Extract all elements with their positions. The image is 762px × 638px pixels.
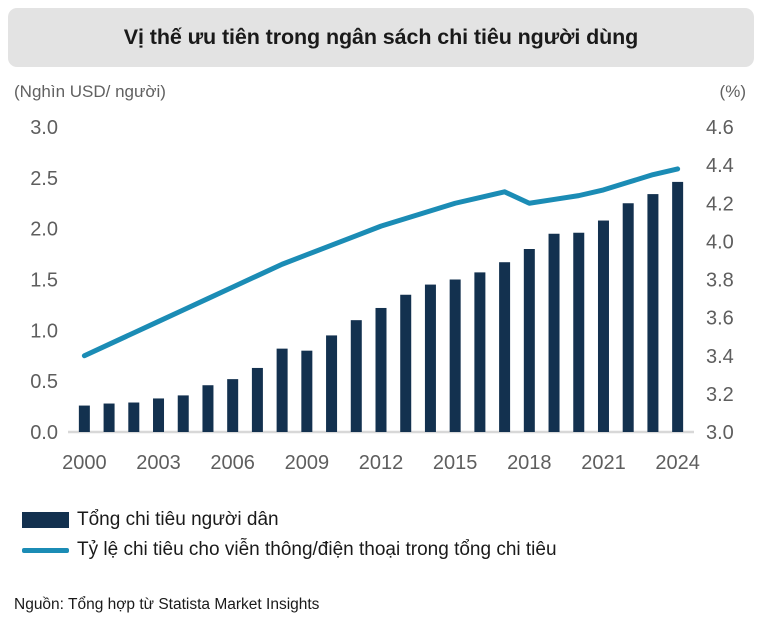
right-tick-3.0: 3.0 <box>706 422 734 444</box>
right-tick-3.6: 3.6 <box>706 308 734 330</box>
x-axis-tick-labels: 2000 2003 2006 2009 2012 2015 2018 2021 2024 <box>62 452 700 474</box>
chart-canvas: 0.0 0.5 1.0 1.5 2.0 2.5 3.0 3.0 3.2 3.4 3.6 3.8 4.0… <box>0 105 762 490</box>
chart-title-banner: Vị thế ưu tiên trong ngân sách chi tiêu … <box>8 8 754 67</box>
page-title: Vị thế ưu tiên trong ngân sách chi tiêu … <box>123 24 639 49</box>
bar-2009[interactable] <box>301 350 313 432</box>
bar-2019[interactable] <box>548 233 560 432</box>
left-tick-0.5: 0.5 <box>30 371 58 393</box>
chart-legend: Tổng chi tiêu người dân Tỷ lệ chi tiêu c… <box>22 505 752 565</box>
bar-2004[interactable] <box>177 395 189 432</box>
x-tick-2000: 2000 <box>62 452 107 474</box>
bar-2005[interactable] <box>202 385 214 432</box>
bar-2014[interactable] <box>424 284 436 432</box>
left-tick-1.5: 1.5 <box>30 270 58 292</box>
line-series <box>81 166 681 359</box>
bar-2003[interactable] <box>153 398 165 432</box>
bar-2015[interactable] <box>449 279 461 433</box>
right-axis-tick-labels: 3.0 3.2 3.4 3.6 3.8 4.0 4.2 4.4 4.6 <box>706 117 734 444</box>
source-note: Nguồn: Tổng hợp từ Statista Market Insig… <box>14 596 320 613</box>
x-tick-2006: 2006 <box>210 452 255 474</box>
bar-2008[interactable] <box>276 348 288 432</box>
bar-2011[interactable] <box>350 320 362 432</box>
legend-bar-swatch-icon <box>22 512 69 528</box>
bar-2000[interactable] <box>78 405 90 432</box>
right-tick-4.2: 4.2 <box>706 193 734 215</box>
bar-2023[interactable] <box>647 194 659 432</box>
bar-2018[interactable] <box>523 249 535 432</box>
left-tick-3.0: 3.0 <box>30 117 58 139</box>
right-axis-unit-label: (%) <box>719 82 746 101</box>
legend-item-bar[interactable]: Tổng chi tiêu người dân <box>22 505 752 535</box>
bar-series <box>78 181 684 433</box>
right-tick-4.6: 4.6 <box>706 117 734 139</box>
bar-2024[interactable] <box>672 181 684 432</box>
legend-item-line[interactable]: Tỷ lệ chi tiêu cho viễn thông/điện thoại… <box>22 535 752 565</box>
right-tick-4.4: 4.4 <box>706 155 734 177</box>
left-tick-0.0: 0.0 <box>30 422 58 444</box>
bar-2006[interactable] <box>227 379 239 432</box>
x-tick-2015: 2015 <box>433 452 478 474</box>
left-tick-1.0: 1.0 <box>30 320 58 342</box>
bar-2020[interactable] <box>573 232 585 432</box>
x-tick-2009: 2009 <box>285 452 330 474</box>
bar-2012[interactable] <box>375 307 387 432</box>
bar-2002[interactable] <box>128 402 140 432</box>
bar-2022[interactable] <box>622 203 634 432</box>
bar-2007[interactable] <box>251 367 263 432</box>
x-tick-2003: 2003 <box>136 452 181 474</box>
bar-2010[interactable] <box>326 335 338 432</box>
bar-2016[interactable] <box>474 272 486 432</box>
left-axis-unit-label: (Nghìn USD/ người) <box>14 82 166 101</box>
right-tick-3.4: 3.4 <box>706 346 734 368</box>
bar-2001[interactable] <box>103 403 115 432</box>
x-tick-2024: 2024 <box>655 452 700 474</box>
right-tick-3.2: 3.2 <box>706 384 734 406</box>
x-tick-2018: 2018 <box>507 452 552 474</box>
bar-2013[interactable] <box>400 294 412 432</box>
left-tick-2.0: 2.0 <box>30 219 58 241</box>
x-tick-2021: 2021 <box>581 452 626 474</box>
legend-label-bar: Tổng chi tiêu người dân <box>77 509 279 530</box>
x-tick-2012: 2012 <box>359 452 404 474</box>
combo-bar-line-chart: 0.0 0.5 1.0 1.5 2.0 2.5 3.0 3.0 3.2 3.4 3.6 3.8 4.0… <box>30 117 734 474</box>
right-tick-3.8: 3.8 <box>706 270 734 292</box>
right-tick-4.0: 4.0 <box>706 231 734 253</box>
legend-label-line: Tỷ lệ chi tiêu cho viễn thông/điện thoại… <box>77 539 557 560</box>
left-axis-tick-labels: 0.0 0.5 1.0 1.5 2.0 2.5 3.0 <box>30 117 58 444</box>
legend-line-swatch-icon <box>22 542 69 558</box>
bar-2017[interactable] <box>499 262 511 432</box>
bar-2021[interactable] <box>597 220 609 432</box>
left-tick-2.5: 2.5 <box>30 168 58 190</box>
